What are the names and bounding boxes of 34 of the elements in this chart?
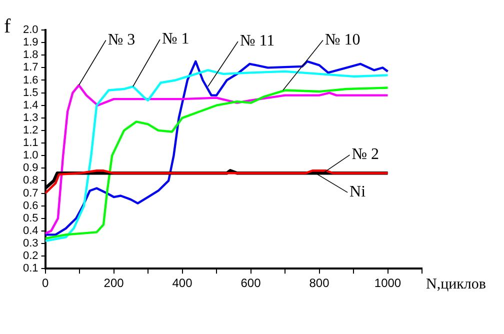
y-axis-title: f [4,15,11,38]
x-axis-title: N,циклов [426,276,486,293]
y-tick-label: 0.3 [22,238,38,250]
y-tick-label: 1.6 [22,74,38,86]
y-tick-label: 0.7 [22,187,38,200]
x-tick-label: 800 [309,276,330,290]
y-tick-label: 1.4 [22,99,38,112]
y-tick-label: 0.4 [22,224,38,237]
x-tick-label: 1000 [374,276,402,290]
x-tick-label: 200 [104,276,124,290]
annotation: № 3 [108,31,136,48]
y-tick-label: 0.1 [22,262,38,275]
y-tick-label: 1.1 [22,137,38,150]
y-tick-label: 1.9 [22,36,38,49]
y-tick-label: 1.0 [22,150,38,162]
annotation: № 11 [240,32,275,50]
x-tick-label: 600 [240,276,262,290]
annotation: Ni [350,184,366,201]
y-tick-label: 0.8 [22,174,38,187]
y-tick-label: 0.9 [22,162,38,174]
annotation: № 2 [352,146,380,164]
y-tick-label: 0.2 [22,250,38,262]
y-tick-label: 1.2 [22,124,38,136]
y-tick-label: 1.3 [22,112,38,124]
x-tick-label: 400 [172,276,193,290]
y-tick-label: 1.8 [22,49,38,62]
annotation: № 10 [324,31,360,48]
y-tick-label: 1.5 [22,86,38,99]
annotation: № 1 [162,30,190,48]
y-tick-label: 0.5 [22,212,38,224]
y-tick-label: 2.0 [22,24,38,36]
y-tick-label: 1.7 [22,62,38,74]
y-tick-label: 0.6 [22,200,38,212]
x-tick-label: 0 [42,276,49,290]
